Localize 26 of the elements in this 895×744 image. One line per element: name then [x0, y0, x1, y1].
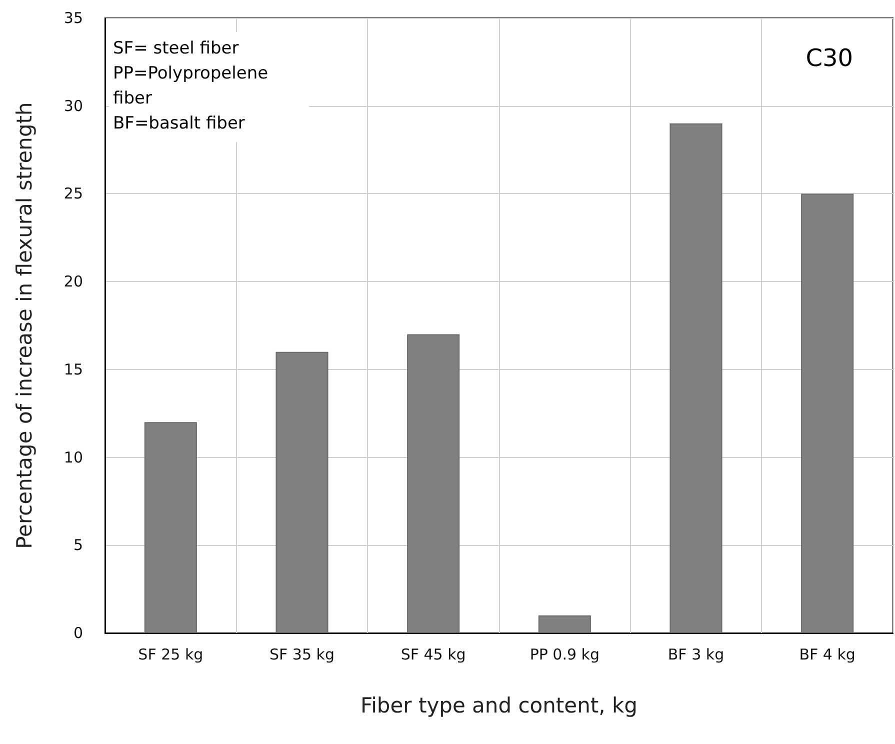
annotation: PP=Polypropelene fiber	[113, 64, 274, 108]
y-tick-label: 15	[64, 360, 83, 378]
annotation: SF= steel fiber	[113, 38, 239, 58]
x-tick-label: BF 3 kg	[668, 646, 724, 664]
x-tick-label: PP 0.9 kg	[530, 646, 600, 664]
y-tick-label: 35	[64, 9, 83, 27]
x-tick-label: SF 35 kg	[270, 646, 334, 664]
bar	[801, 194, 854, 633]
y-tick-label: 25	[64, 184, 83, 203]
x-tick-label: SF 25 kg	[138, 646, 204, 664]
y-tick-label: 10	[64, 448, 83, 466]
bar	[670, 123, 722, 633]
bar	[538, 615, 591, 633]
y-axis-title: Percentage of increase in flexural strength	[12, 102, 36, 549]
x-tick-label: BF 4 kg	[799, 646, 856, 664]
bar	[407, 334, 460, 633]
y-tick-label: 20	[64, 272, 83, 291]
y-tick-label: 30	[64, 96, 83, 115]
x-axis-title: Fiber type and content, kg	[360, 694, 638, 718]
x-tick-label: SF 45 kg	[400, 646, 466, 664]
annotation: C30	[806, 44, 853, 72]
y-tick-label: 0	[73, 624, 83, 642]
bar	[276, 352, 328, 633]
y-tick-label: 5	[73, 536, 83, 554]
annotation: BF=basalt fiber	[113, 114, 245, 134]
bar	[144, 422, 197, 633]
